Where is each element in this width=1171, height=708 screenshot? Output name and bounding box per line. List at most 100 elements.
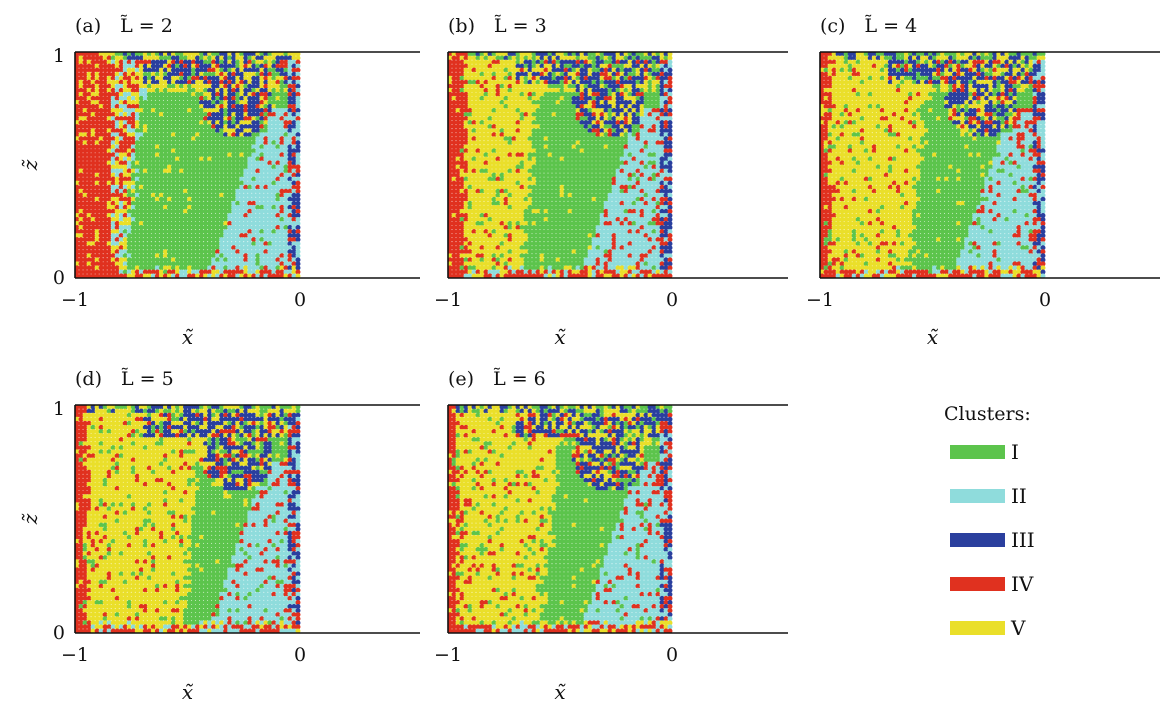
cell-I bbox=[142, 136, 148, 142]
cell-I bbox=[126, 237, 132, 243]
cell-IV bbox=[86, 233, 92, 239]
cell-IV bbox=[82, 75, 88, 81]
cell-IV bbox=[114, 116, 120, 122]
cell-V bbox=[110, 229, 116, 235]
cell-II bbox=[114, 75, 120, 81]
cell-IV bbox=[110, 67, 116, 73]
cell-IV bbox=[122, 99, 128, 105]
cell-V bbox=[78, 83, 84, 89]
cell-I bbox=[142, 144, 148, 150]
cell-IV bbox=[90, 212, 96, 218]
cell-I bbox=[138, 148, 144, 154]
cell-V bbox=[118, 257, 124, 263]
cell-IV bbox=[110, 120, 116, 126]
cell-IV bbox=[82, 164, 88, 170]
cell-II bbox=[110, 95, 116, 101]
cell-IV bbox=[78, 87, 84, 93]
cell-I bbox=[142, 160, 148, 166]
cell-I bbox=[150, 241, 156, 247]
cell-IV bbox=[78, 108, 84, 114]
cell-IV bbox=[102, 237, 108, 243]
cell-IV bbox=[122, 148, 128, 154]
cell-V bbox=[106, 212, 112, 218]
cell-IV bbox=[102, 212, 108, 218]
cell-I bbox=[138, 116, 144, 122]
cell-IV bbox=[98, 257, 104, 263]
cell-II bbox=[110, 156, 116, 162]
cell-IV bbox=[82, 221, 88, 227]
cell-V bbox=[110, 216, 116, 222]
cell-IV bbox=[114, 221, 120, 227]
cell-IV bbox=[106, 152, 112, 158]
cell-IV bbox=[94, 192, 100, 198]
cell-IV bbox=[98, 265, 104, 271]
cell-II bbox=[134, 67, 140, 73]
cell-I bbox=[134, 216, 140, 222]
cell-IV bbox=[98, 144, 104, 150]
cell-V bbox=[78, 91, 84, 97]
cell-IV bbox=[114, 67, 120, 73]
cell-IV bbox=[98, 233, 104, 239]
cell-II bbox=[126, 212, 132, 218]
cell-I bbox=[126, 208, 132, 214]
cell-IV bbox=[78, 95, 84, 101]
cell-IV bbox=[102, 99, 108, 105]
cell-II bbox=[142, 95, 148, 101]
cell-I bbox=[154, 208, 160, 214]
cell-I bbox=[154, 156, 160, 162]
cell-III bbox=[154, 63, 160, 69]
cell-I bbox=[146, 148, 152, 154]
cell-IV bbox=[102, 249, 108, 255]
cell-IV bbox=[94, 200, 100, 206]
cell-V bbox=[114, 176, 120, 182]
cell-V bbox=[150, 87, 156, 93]
cell-IV bbox=[86, 156, 92, 162]
cell-I bbox=[146, 71, 152, 77]
cell-IV bbox=[94, 225, 100, 231]
cell-IV bbox=[122, 124, 128, 130]
cell-I bbox=[146, 99, 152, 105]
cell-IV bbox=[90, 249, 96, 255]
cell-II bbox=[110, 225, 116, 231]
cell-IV bbox=[102, 225, 108, 231]
cell-IV bbox=[86, 160, 92, 166]
cell-IV bbox=[98, 156, 104, 162]
cell-IV bbox=[98, 55, 104, 61]
cell-I bbox=[154, 91, 160, 97]
cell-IV bbox=[118, 144, 124, 150]
cell-IV bbox=[118, 172, 124, 178]
cell-I bbox=[134, 233, 140, 239]
cell-IV bbox=[130, 71, 136, 77]
cell-IV bbox=[122, 204, 128, 210]
cell-II bbox=[114, 120, 120, 126]
cell-V bbox=[110, 257, 116, 263]
cell-IV bbox=[110, 75, 116, 81]
cell-I bbox=[146, 225, 152, 231]
cell-I bbox=[150, 216, 156, 222]
cell-IV bbox=[102, 229, 108, 235]
cell-IV bbox=[94, 188, 100, 194]
cell-IV bbox=[90, 257, 96, 263]
cell-III bbox=[154, 59, 160, 65]
cell-I bbox=[130, 241, 136, 247]
cell-IV bbox=[94, 245, 100, 251]
cell-I bbox=[154, 192, 160, 198]
cell-IV bbox=[102, 75, 108, 81]
cell-IV bbox=[78, 160, 84, 166]
cell-IV bbox=[126, 144, 132, 150]
cell-IV bbox=[90, 204, 96, 210]
cell-I bbox=[134, 208, 140, 214]
cell-I bbox=[150, 180, 156, 186]
cell-IV bbox=[118, 140, 124, 146]
cell-IV bbox=[82, 261, 88, 267]
cell-IV bbox=[90, 160, 96, 166]
cell-IV bbox=[86, 196, 92, 202]
cell-IV bbox=[78, 261, 84, 267]
cell-IV bbox=[78, 196, 84, 202]
cell-I bbox=[142, 148, 148, 154]
cell-V bbox=[106, 116, 112, 122]
cell-V bbox=[130, 188, 136, 194]
cell-IV bbox=[114, 188, 120, 194]
cell-I bbox=[142, 265, 148, 271]
cell-IV bbox=[82, 196, 88, 202]
